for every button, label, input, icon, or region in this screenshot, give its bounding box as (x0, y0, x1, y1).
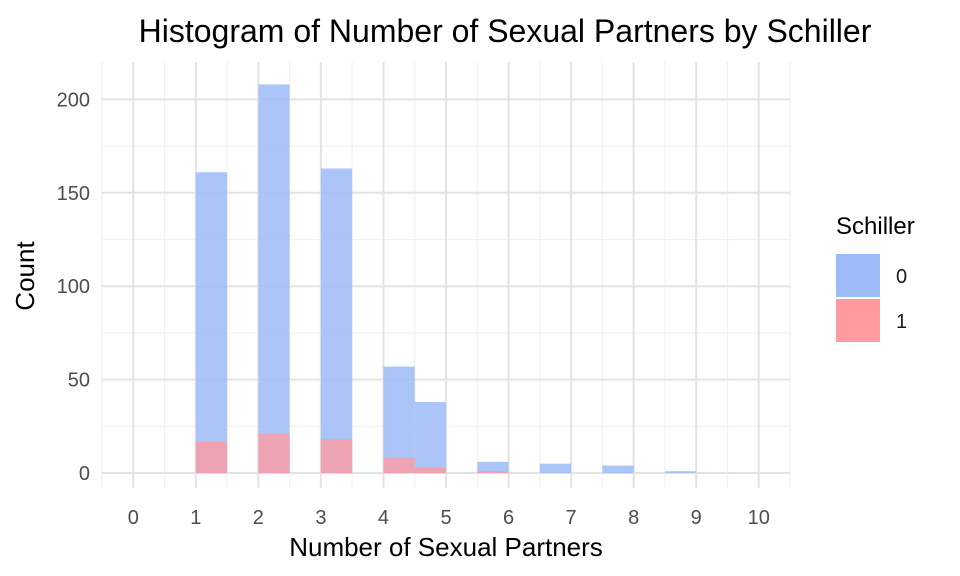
y-tick-label: 50 (68, 370, 90, 392)
y-tick-label: 200 (57, 89, 90, 111)
legend-key-1 (836, 299, 880, 342)
x-tick-label: 8 (628, 507, 639, 529)
bar-series-1 (414, 467, 446, 474)
bar-series-0 (602, 465, 634, 474)
x-tick-label: 9 (691, 507, 702, 529)
x-tick-label: 7 (566, 507, 577, 529)
bar-series-1 (383, 458, 415, 474)
bar-series-0 (195, 172, 228, 474)
bar-series-0 (539, 463, 572, 474)
bar-series-1 (320, 439, 353, 474)
x-axis-ticks: 0 1 2 3 4 5 6 7 8 9 10 (128, 507, 770, 529)
bar-series-0 (414, 402, 446, 474)
x-tick-label: 4 (378, 507, 389, 529)
bar-series-0 (320, 168, 353, 474)
y-tick-label: 100 (57, 276, 90, 298)
legend-label-1: 1 (896, 311, 907, 333)
bar-series-1 (258, 433, 290, 474)
bar-series-0 (477, 461, 509, 474)
series-1 (195, 433, 509, 474)
legend: Schiller 0 1 (836, 213, 915, 342)
chart-title: Histogram of Number of Sexual Partners b… (139, 13, 872, 49)
legend-label-0: 0 (896, 266, 907, 288)
x-axis-title: Number of Sexual Partners (289, 532, 603, 562)
x-tick-label: 6 (503, 507, 514, 529)
bar-series-0 (258, 84, 290, 474)
bar-series-0 (383, 366, 415, 474)
series-0 (195, 84, 697, 474)
bar-series-1 (195, 441, 228, 474)
bar-series-0 (664, 471, 697, 474)
x-tick-label: 0 (128, 507, 139, 529)
x-tick-label: 5 (440, 507, 451, 529)
x-tick-label: 10 (748, 507, 770, 529)
legend-key-0 (836, 254, 880, 297)
y-tick-label: 0 (79, 463, 90, 485)
bar-series-1 (477, 471, 509, 474)
y-axis-title: Count (10, 241, 40, 311)
y-axis-ticks: 0 50 100 150 200 (57, 89, 90, 485)
x-tick-label: 1 (190, 507, 201, 529)
legend-title: Schiller (836, 213, 915, 240)
x-tick-label: 3 (315, 507, 326, 529)
x-tick-label: 2 (253, 507, 264, 529)
y-tick-label: 150 (57, 183, 90, 205)
bars (195, 84, 697, 474)
